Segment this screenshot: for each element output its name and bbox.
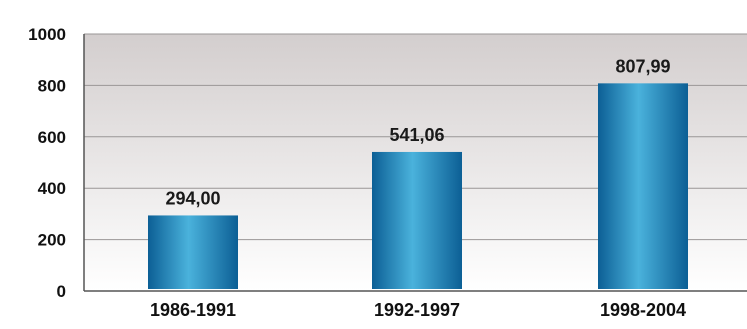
bar	[148, 215, 238, 289]
bar-value-label: 294,00	[165, 188, 220, 208]
x-category-label: 1992-1997	[374, 300, 460, 320]
bars	[148, 83, 688, 289]
y-tick-label: 1000	[28, 25, 66, 44]
y-tick-label: 800	[38, 76, 66, 95]
y-tick-label: 200	[38, 231, 66, 250]
y-tick-label: 0	[57, 282, 66, 301]
y-tick-label: 400	[38, 179, 66, 198]
bar	[372, 151, 462, 289]
y-tick-label: 600	[38, 128, 66, 147]
bar	[598, 83, 688, 289]
x-category-label: 1998-2004	[600, 300, 686, 320]
bar-value-label: 541,06	[389, 125, 444, 145]
data-labels: 294,00 541,06 807,99	[165, 56, 670, 208]
y-axis-ticks: 0 200 400 600 800 1000	[28, 25, 66, 301]
category-labels: 1986-1991 1992-1997 1998-2004	[150, 300, 686, 320]
x-category-label: 1986-1991	[150, 300, 236, 320]
bar-value-label: 807,99	[615, 56, 670, 76]
